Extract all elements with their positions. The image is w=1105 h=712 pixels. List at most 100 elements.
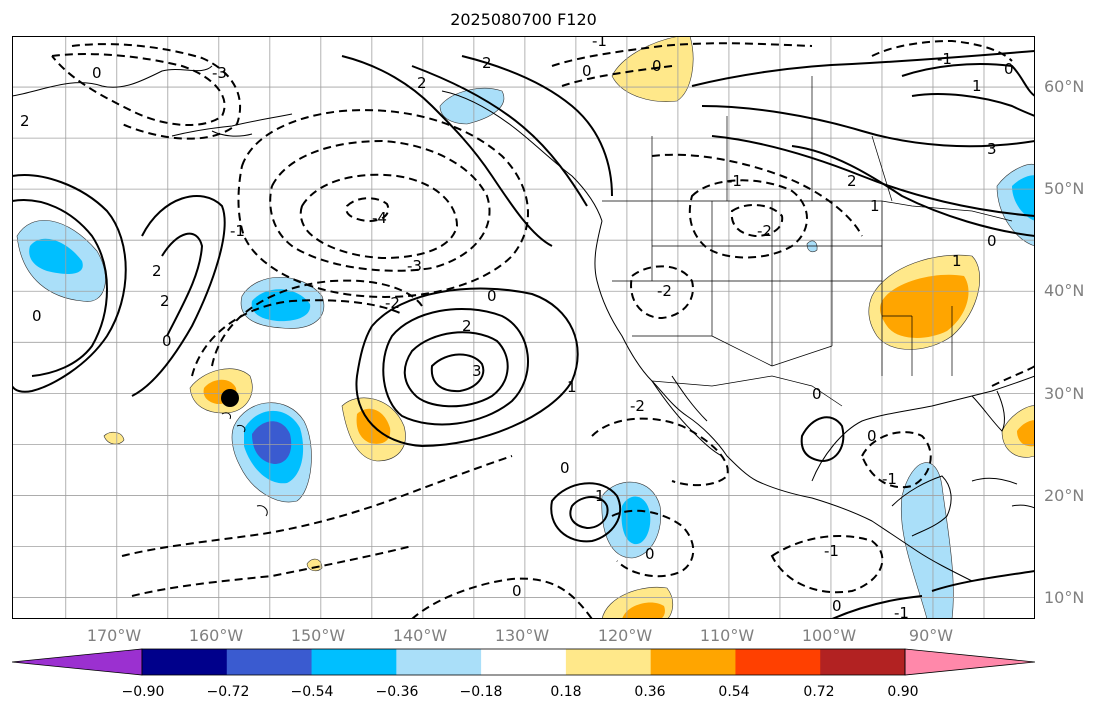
colorbar-tick-label: −0.90 <box>121 684 165 700</box>
contour-label: -3 <box>407 257 422 275</box>
contour-label: 2 <box>417 74 427 92</box>
contour-label: 1 <box>870 197 880 215</box>
contour-label: -2 <box>657 282 672 300</box>
contours-positive <box>12 50 1035 619</box>
contour-label: 0 <box>832 597 842 615</box>
contour-label: 2 <box>847 172 857 190</box>
colorbar-segment <box>565 649 652 675</box>
contour-label: 2 <box>462 317 472 335</box>
lon-label-140w: 140°W <box>392 626 448 645</box>
lat-label-10n: 10°N <box>1044 588 1085 607</box>
colorbar-tick-label: −0.72 <box>206 684 250 700</box>
alaska-coast <box>12 65 293 137</box>
colorbar-segment <box>226 649 313 675</box>
colorbar-tick-label: 0.54 <box>718 684 750 700</box>
colorbar-extend-max <box>904 648 1035 676</box>
colorbar-tick-label: −0.54 <box>290 684 334 700</box>
alaska-panhandle <box>441 90 603 222</box>
contour-label: 0 <box>867 427 877 445</box>
hawaii-islands <box>221 412 268 517</box>
contour-label: 0 <box>645 545 655 563</box>
colorbar <box>12 648 1035 676</box>
map-frame <box>12 36 1035 619</box>
lat-label-20n: 20°N <box>1044 486 1085 505</box>
map-title: 2025080700 F120 <box>450 10 597 29</box>
lon-label-110w: 110°W <box>699 626 755 645</box>
contour-label: 2 <box>152 262 162 280</box>
lat-label-60n: 60°N <box>1044 77 1085 96</box>
contour-label: -1 <box>894 604 909 619</box>
florida <box>971 390 1005 432</box>
neg-anomaly-central-america <box>900 462 954 619</box>
contour-label: 0 <box>162 332 172 350</box>
graticule <box>12 36 1035 619</box>
lon-label-130w: 130°W <box>494 626 550 645</box>
shaded-anomalies <box>16 36 1035 619</box>
contour-labels: -3 -4 -3 -2 3 2 0 1 2 2 2 0 0 0 -1 0 -1 … <box>20 36 1014 619</box>
contour-label: -1 <box>824 542 839 560</box>
colorbar-segment <box>142 649 228 675</box>
coastlines <box>12 65 1035 582</box>
colorbar-tick-label: 0.36 <box>634 684 666 700</box>
map-panel: -3 -4 -3 -2 3 2 0 1 2 2 2 0 0 0 -1 0 -1 … <box>12 36 1035 619</box>
us-mexico-border <box>651 375 843 407</box>
contour-label: 3 <box>987 140 997 158</box>
canada-provinces <box>651 76 893 202</box>
lat-label-50n: 50°N <box>1044 179 1085 198</box>
lon-label-150w: 150°W <box>290 626 346 645</box>
us-canada-border <box>602 200 1013 222</box>
lon-label-120w: 120°W <box>597 626 653 645</box>
lon-label-160w: 160°W <box>188 626 244 645</box>
contour-label: -1 <box>592 36 607 50</box>
contour-label: 0 <box>92 64 102 82</box>
contour-label: -1 <box>882 470 897 488</box>
lon-label-90w: 90°W <box>908 626 954 645</box>
contour-label: 0 <box>560 459 570 477</box>
lon-label-100w: 100°W <box>801 626 857 645</box>
contour-label: 0 <box>582 62 592 80</box>
west-coast <box>594 220 973 582</box>
contour-label: -1 <box>230 222 245 240</box>
colorbar-segment <box>481 649 567 675</box>
us-state-lines <box>612 201 953 376</box>
colorbar-tick-label: −0.18 <box>459 684 503 700</box>
contour-label: 2 <box>160 292 170 310</box>
contour-label: -2 <box>630 397 645 415</box>
contour-label: 3 <box>472 362 482 380</box>
contour-label: 1 <box>972 77 982 95</box>
contour-label: -2 <box>385 294 400 312</box>
contour-label: 0 <box>32 307 42 325</box>
contour-label: 0 <box>487 287 497 305</box>
contour-label: 1 <box>952 252 962 270</box>
lat-label-30n: 30°N <box>1044 384 1085 403</box>
contour-label: -4 <box>372 209 387 227</box>
political-borders <box>602 76 1013 407</box>
contour-label: -3 <box>212 64 227 82</box>
yucatan <box>891 475 952 537</box>
contour-label: 1 <box>567 378 577 396</box>
lon-label-170w: 170°W <box>86 626 142 645</box>
gulf-coast <box>811 375 1035 482</box>
colorbar-segment <box>735 649 821 675</box>
colorbar-extend-min <box>12 648 143 676</box>
colorbar-tick-label: 0.90 <box>887 684 919 700</box>
colorbar-segment <box>396 649 482 675</box>
colorbar-segment <box>650 649 736 675</box>
lat-label-40n: 40°N <box>1044 281 1085 300</box>
colorbar-frame <box>141 648 906 676</box>
contour-label: -1 <box>727 172 742 190</box>
contour-label: 0 <box>812 385 822 403</box>
caribbean-islands <box>971 477 1035 509</box>
contour-label: 1 <box>595 487 605 505</box>
colorbar-tick-label: 0.18 <box>550 684 582 700</box>
contours-negative <box>51 39 1035 619</box>
colorbar-tick-label: −0.36 <box>375 684 419 700</box>
contour-label: 2 <box>482 54 492 72</box>
contour-label: -1 <box>937 50 952 68</box>
contour-label: 0 <box>987 232 997 250</box>
colorbar-tick-label: 0.72 <box>803 684 835 700</box>
contour-label: 0 <box>512 582 522 600</box>
contour-label: -2 <box>757 222 772 240</box>
colorbar-segment <box>820 649 906 675</box>
colorbar-segment <box>311 649 397 675</box>
